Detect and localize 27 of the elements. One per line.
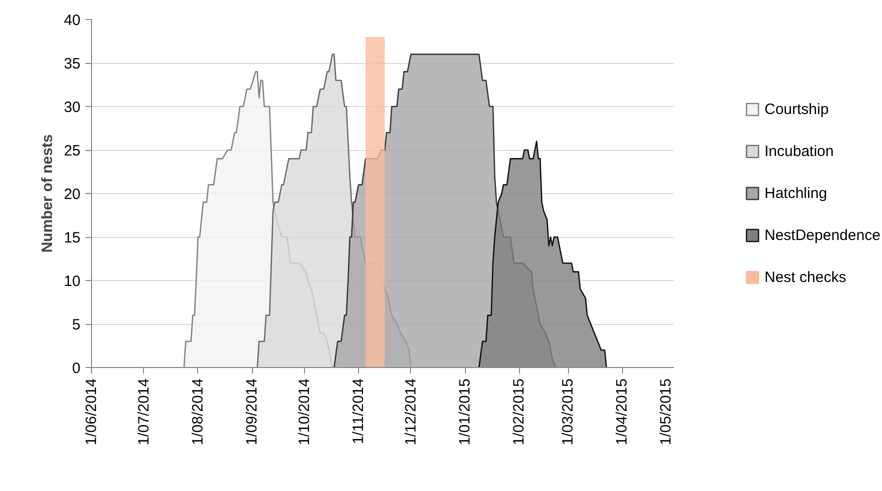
y-tick-label: 40 <box>64 12 81 29</box>
x-tick-label: 1/11/2014 <box>350 378 368 444</box>
x-tick-label: 1/07/2014 <box>135 378 152 446</box>
y-tick-label: 25 <box>64 142 81 160</box>
legend-label: Incubation <box>764 143 834 160</box>
y-tick-label: 20 <box>64 186 81 203</box>
legend-label: Courtship <box>764 101 829 118</box>
x-tick-label: 1/05/2015 <box>658 378 674 446</box>
x-tick-label: 1/02/2015 <box>510 378 528 446</box>
legend-label: Nest checks <box>764 269 846 286</box>
y-tick-label: 0 <box>72 360 80 377</box>
x-tick-label: 1/08/2014 <box>189 378 206 446</box>
x-tick-label: 1/03/2015 <box>560 378 577 446</box>
y-axis-title: Number of nests <box>38 134 56 253</box>
x-tick-label: 1/04/2015 <box>614 378 631 446</box>
legend-label: NestDependence <box>764 227 880 244</box>
x-tick-label: 1/06/2014 <box>83 378 100 446</box>
x-tick-label: 1/10/2014 <box>296 378 313 446</box>
y-tick-label: 15 <box>64 230 81 246</box>
x-tick-label: 1/12/2014 <box>402 378 420 446</box>
y-tick-label: 5 <box>72 316 80 334</box>
y-tick-label: 35 <box>64 56 81 72</box>
y-tick-label: 30 <box>64 99 81 116</box>
legend-label: Hatchling <box>764 185 828 202</box>
x-tick-label: 1/01/2015 <box>456 378 474 446</box>
y-tick-label: 10 <box>64 273 81 290</box>
x-tick-label: 1/09/2014 <box>244 378 261 446</box>
